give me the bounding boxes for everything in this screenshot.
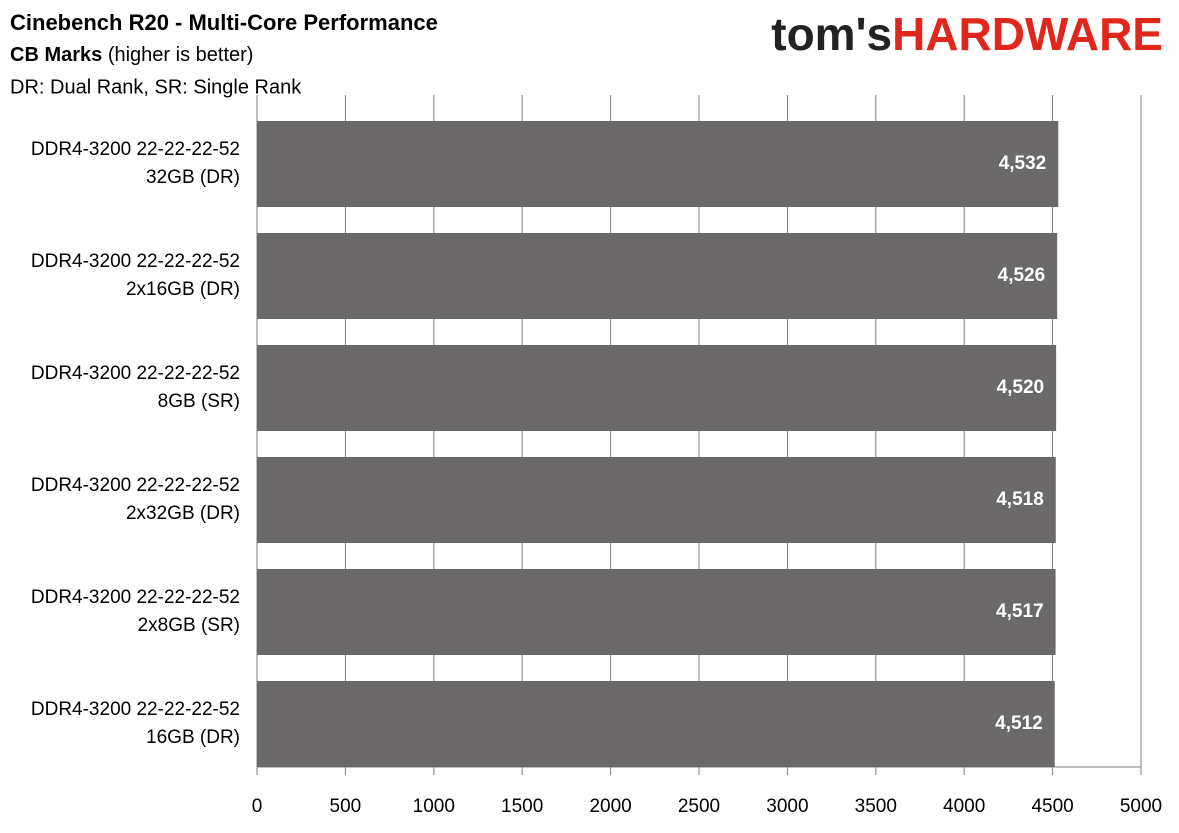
chart-subtitle: CB Marks (higher is better) [10,44,253,66]
x-tick-label: 1000 [413,796,455,817]
value-label: 4,526 [998,265,1046,286]
bar [257,233,1058,319]
chart-title: Cinebench R20 - Multi-Core Performance [10,10,438,35]
x-tick-label: 4500 [1031,796,1073,817]
y-tick-label: 32GB (DR) [146,167,240,188]
x-tick-label: 1500 [501,796,543,817]
y-tick-label: DDR4-3200 22-22-22-52 [31,475,240,496]
y-tick-label: DDR4-3200 22-22-22-52 [31,251,240,272]
value-label: 4,517 [996,601,1044,622]
x-tick-label: 3000 [766,796,808,817]
logo-right: HARDWARE [892,8,1163,60]
x-tick-label: 2000 [589,796,631,817]
value-label: 4,512 [995,713,1043,734]
logo-left: tom's [771,8,892,60]
value-label: 4,520 [997,377,1045,398]
x-tick-label: 0 [252,796,263,817]
x-tick-label: 4000 [943,796,985,817]
bar [257,121,1059,207]
bar [257,569,1056,655]
y-tick-label: DDR4-3200 22-22-22-52 [31,363,240,384]
value-label: 4,518 [996,489,1044,510]
x-tick-label: 500 [330,796,362,817]
bar [257,681,1055,767]
bar [257,345,1057,431]
y-tick-label: 2x8GB (SR) [138,615,240,636]
x-tick-label: 2500 [678,796,720,817]
logo: tom'sHARDWARE [771,8,1163,60]
subtitle-bold: CB Marks [10,44,102,66]
y-tick-label: 2x32GB (DR) [126,503,240,524]
x-tick-label: 5000 [1120,796,1162,817]
y-tick-label: DDR4-3200 22-22-22-52 [31,139,240,160]
x-tick-label: 3500 [855,796,897,817]
y-tick-label: 8GB (SR) [158,391,240,412]
y-tick-label: 2x16GB (DR) [126,279,240,300]
subtitle-normal: (higher is better) [108,44,254,66]
y-tick-label: DDR4-3200 22-22-22-52 [31,699,240,720]
y-tick-label: DDR4-3200 22-22-22-52 [31,587,240,608]
value-label: 4,532 [999,153,1047,174]
y-tick-label: 16GB (DR) [146,727,240,748]
chart-note: DR: Dual Rank, SR: Single Rank [10,76,302,98]
bar [257,457,1056,543]
